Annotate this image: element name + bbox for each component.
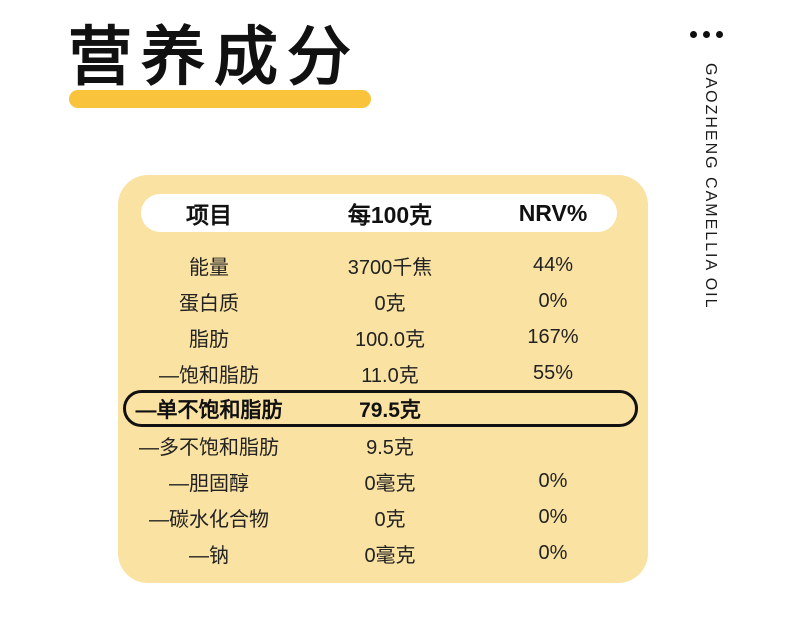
row-per100g: 100.0克 xyxy=(354,328,426,351)
table-row-monounsaturated-fat: —单不饱和脂肪 79.5克 xyxy=(118,390,648,427)
highlight-oval-outline xyxy=(123,390,638,427)
dot xyxy=(703,31,710,38)
row-nrv: 0% xyxy=(538,541,568,564)
row-item: 能量 xyxy=(189,256,229,279)
header-cell-item: 项目 xyxy=(186,202,232,228)
dot xyxy=(690,31,697,38)
row-nrv: 55% xyxy=(532,361,574,384)
row-per100g: 79.5克 xyxy=(359,399,421,422)
row-nrv: 0% xyxy=(538,469,568,492)
table-row-protein: 蛋白质 0克 0% xyxy=(118,283,648,319)
table-row-polyunsaturated-fat: —多不饱和脂肪 9.5克 xyxy=(118,427,648,463)
section-title-block: 营养成分 xyxy=(68,21,371,108)
header-pill-background xyxy=(141,194,617,232)
row-per100g: 11.0克 xyxy=(361,364,419,387)
header-cell-per100g: 每100克 xyxy=(347,202,433,228)
row-per100g: 9.5克 xyxy=(366,436,414,459)
row-item: —饱和脂肪 xyxy=(159,364,259,387)
table-header-row: 项目 每100克 NRV% xyxy=(118,194,648,232)
row-nrv: 167% xyxy=(527,325,579,348)
table-row-saturated-fat: —饱和脂肪 11.0克 55% xyxy=(118,355,648,391)
row-nrv: 0% xyxy=(538,289,568,312)
table-row-cholesterol: —胆固醇 0毫克 0% xyxy=(118,463,648,499)
row-per100g: 0克 xyxy=(374,292,406,315)
row-item: —胆固醇 xyxy=(169,472,249,495)
row-per100g: 0毫克 xyxy=(364,472,416,495)
table-row-fat: 脂肪 100.0克 167% xyxy=(118,319,648,355)
table-row-carbohydrate: —碳水化合物 0克 0% xyxy=(118,499,648,535)
row-item: 脂肪 xyxy=(189,328,229,351)
row-item: 蛋白质 xyxy=(179,292,239,315)
row-per100g: 0毫克 xyxy=(364,544,416,567)
row-nrv: 44% xyxy=(532,253,574,276)
table-row-sodium: —钠 0毫克 0% xyxy=(118,535,648,571)
table-row-energy: 能量 3700千焦 44% xyxy=(118,247,648,283)
row-nrv: 0% xyxy=(538,505,568,528)
brand-vertical-text: GAOZHENG CAMELLIA OIL xyxy=(702,63,719,310)
row-item: —钠 xyxy=(189,544,229,567)
header-cell-nrv: NRV% xyxy=(518,199,588,226)
dot xyxy=(716,31,723,38)
row-item: —单不饱和脂肪 xyxy=(135,399,283,422)
nutrition-card: 项目 每100克 NRV% 能量 3700千焦 44% 蛋白质 0克 0% 脂肪… xyxy=(118,175,648,583)
title-underline-bar xyxy=(69,90,371,108)
row-per100g: 0克 xyxy=(374,508,406,531)
row-item: —碳水化合物 xyxy=(149,508,269,531)
page-title: 营养成分 xyxy=(68,21,360,93)
ellipsis-icon xyxy=(690,31,723,38)
row-per100g: 3700千焦 xyxy=(347,256,433,279)
row-item: —多不饱和脂肪 xyxy=(139,436,279,459)
